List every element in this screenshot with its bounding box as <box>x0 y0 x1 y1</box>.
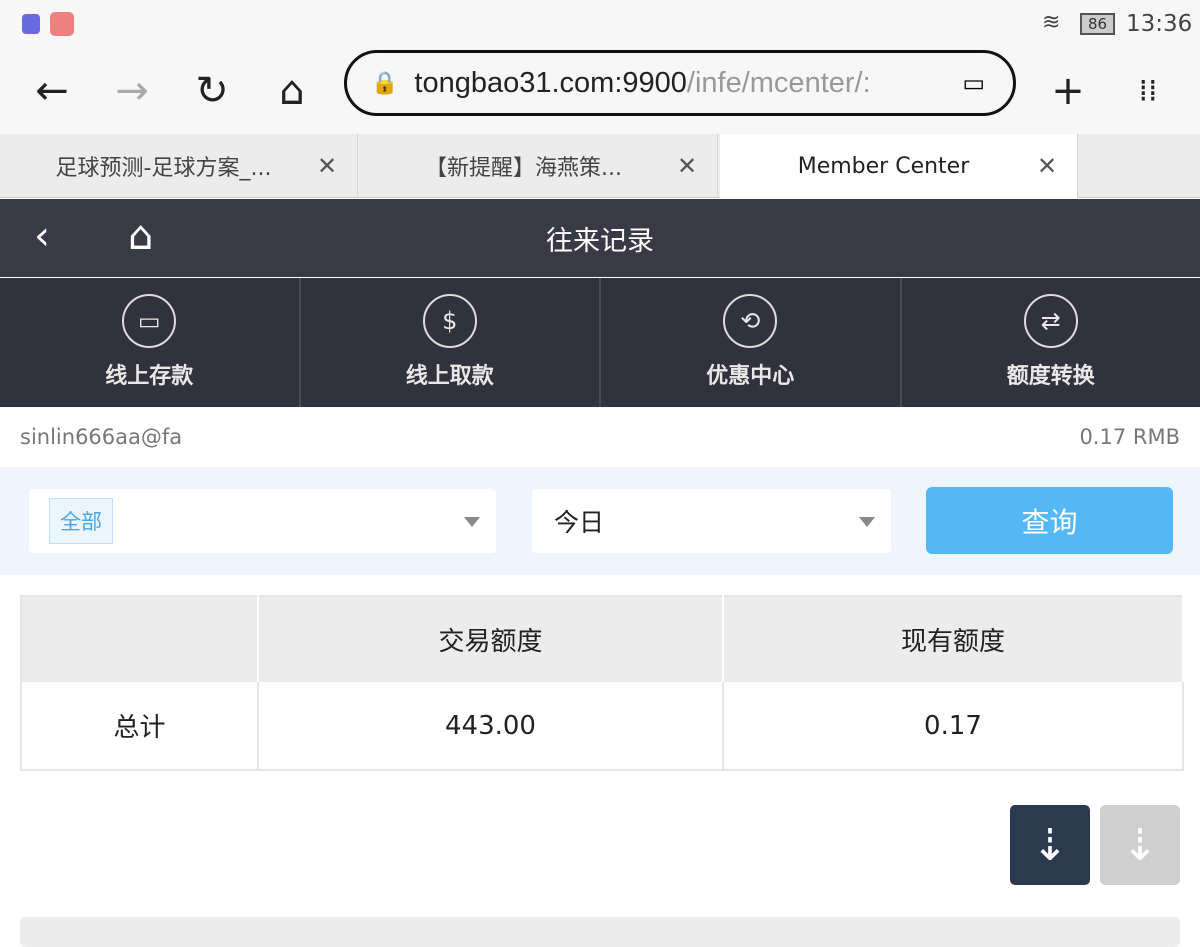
type-select[interactable]: 全部 <box>29 489 496 553</box>
back-icon[interactable]: ← <box>27 66 77 116</box>
column-header: 交易额度 <box>258 596 723 682</box>
close-icon[interactable]: ✕ <box>657 152 717 180</box>
menu-label: 额度转换 <box>1007 358 1095 390</box>
username: sinlin666aa@fa <box>20 425 182 449</box>
menu-deposit[interactable]: ▭ 线上存款 <box>0 278 301 407</box>
query-button[interactable]: 查询 <box>926 487 1173 554</box>
table-header: 交易额度 现有额度 <box>21 596 1183 682</box>
tab-label: 足球预测-足球方案_... <box>0 150 297 182</box>
balance: 0.17 RMB <box>1079 425 1180 449</box>
row-label: 总计 <box>21 682 258 770</box>
battery-icon: 86 <box>1080 13 1115 35</box>
transaction-amount: 443.00 <box>258 682 723 770</box>
deposit-icon: ▭ <box>122 294 176 348</box>
tab-reminder[interactable]: 【新提醒】海燕策...✕ <box>360 134 718 198</box>
quick-menu: ▭ 线上存款 $ 线上取款 ⟲ 优惠中心 ⇄ 额度转换 <box>0 278 1200 407</box>
tab-member-center[interactable]: Member Center✕ <box>720 134 1078 198</box>
lock-icon: 🔒 <box>371 70 398 96</box>
menu-promotions[interactable]: ⟲ 优惠中心 <box>601 278 902 407</box>
new-tab-icon[interactable]: + <box>1043 66 1093 116</box>
clock: 13:36 <box>1126 11 1192 37</box>
browser-toolbar: ← → ↻ ⌂ 🔒 tongbao31.com:9900/infe/mcente… <box>0 48 1200 134</box>
type-tag: 全部 <box>49 498 113 544</box>
table-row: 总计 443.00 0.17 <box>21 682 1183 770</box>
huawei-app-icon <box>50 12 74 36</box>
account-bar: sinlin666aa@fa 0.17 RMB <box>0 407 1200 467</box>
date-value: 今日 <box>554 503 604 539</box>
url-host: tongbao31.com:9900 <box>414 67 687 100</box>
records-list-header <box>20 917 1180 947</box>
sort-descending-button[interactable]: ⇣ <box>1010 805 1090 885</box>
forward-icon[interactable]: → <box>107 66 157 116</box>
summary-table: 交易额度 现有额度 总计 443.00 0.17 <box>20 595 1184 771</box>
current-balance: 0.17 <box>723 682 1183 770</box>
tab-football[interactable]: 足球预测-足球方案_...✕ <box>0 134 358 198</box>
close-icon[interactable]: ✕ <box>1017 152 1077 180</box>
tab-label: 【新提醒】海燕策... <box>360 150 657 182</box>
wifi-icon: ≋ <box>1042 10 1060 35</box>
url-path: /infe/mcenter/: <box>687 67 871 100</box>
more-menu-icon[interactable]: ⁞⁞ <box>1123 66 1173 116</box>
chevron-down-icon <box>464 517 480 535</box>
withdraw-icon: $ <box>423 294 477 348</box>
status-bar: ≋ 86 13:36 <box>0 0 1200 48</box>
desktop-mode-icon[interactable]: ▭ <box>962 69 985 98</box>
filter-bar: 全部 今日 查询 <box>0 467 1200 575</box>
menu-label: 线上存款 <box>105 358 193 390</box>
address-bar[interactable]: 🔒 tongbao31.com:9900/infe/mcenter/: ▭ <box>344 50 1016 116</box>
chevron-down-icon <box>859 517 875 535</box>
reload-icon[interactable]: ↻ <box>187 66 237 116</box>
menu-transfer[interactable]: ⇄ 额度转换 <box>902 278 1200 407</box>
tab-label: Member Center <box>720 154 1017 179</box>
menu-withdraw[interactable]: $ 线上取款 <box>301 278 602 407</box>
home-icon[interactable]: ⌂ <box>267 66 317 116</box>
page-title: 往来记录 <box>0 219 1200 258</box>
column-header: 现有额度 <box>723 596 1183 682</box>
close-icon[interactable]: ✕ <box>297 152 357 180</box>
date-select[interactable]: 今日 <box>532 489 891 553</box>
menu-label: 线上取款 <box>406 358 494 390</box>
column-header <box>21 596 258 682</box>
tab-strip: 足球预测-足球方案_...✕ 【新提醒】海燕策...✕ Member Cente… <box>0 134 1200 198</box>
transfer-icon: ⇄ <box>1024 294 1078 348</box>
sort-ascending-button[interactable]: ⇣ <box>1100 805 1180 885</box>
promo-icon: ⟲ <box>723 294 777 348</box>
menu-label: 优惠中心 <box>706 358 794 390</box>
app-notification-icon <box>22 14 40 34</box>
page-header: ‹ ⌂ 往来记录 <box>0 199 1200 277</box>
